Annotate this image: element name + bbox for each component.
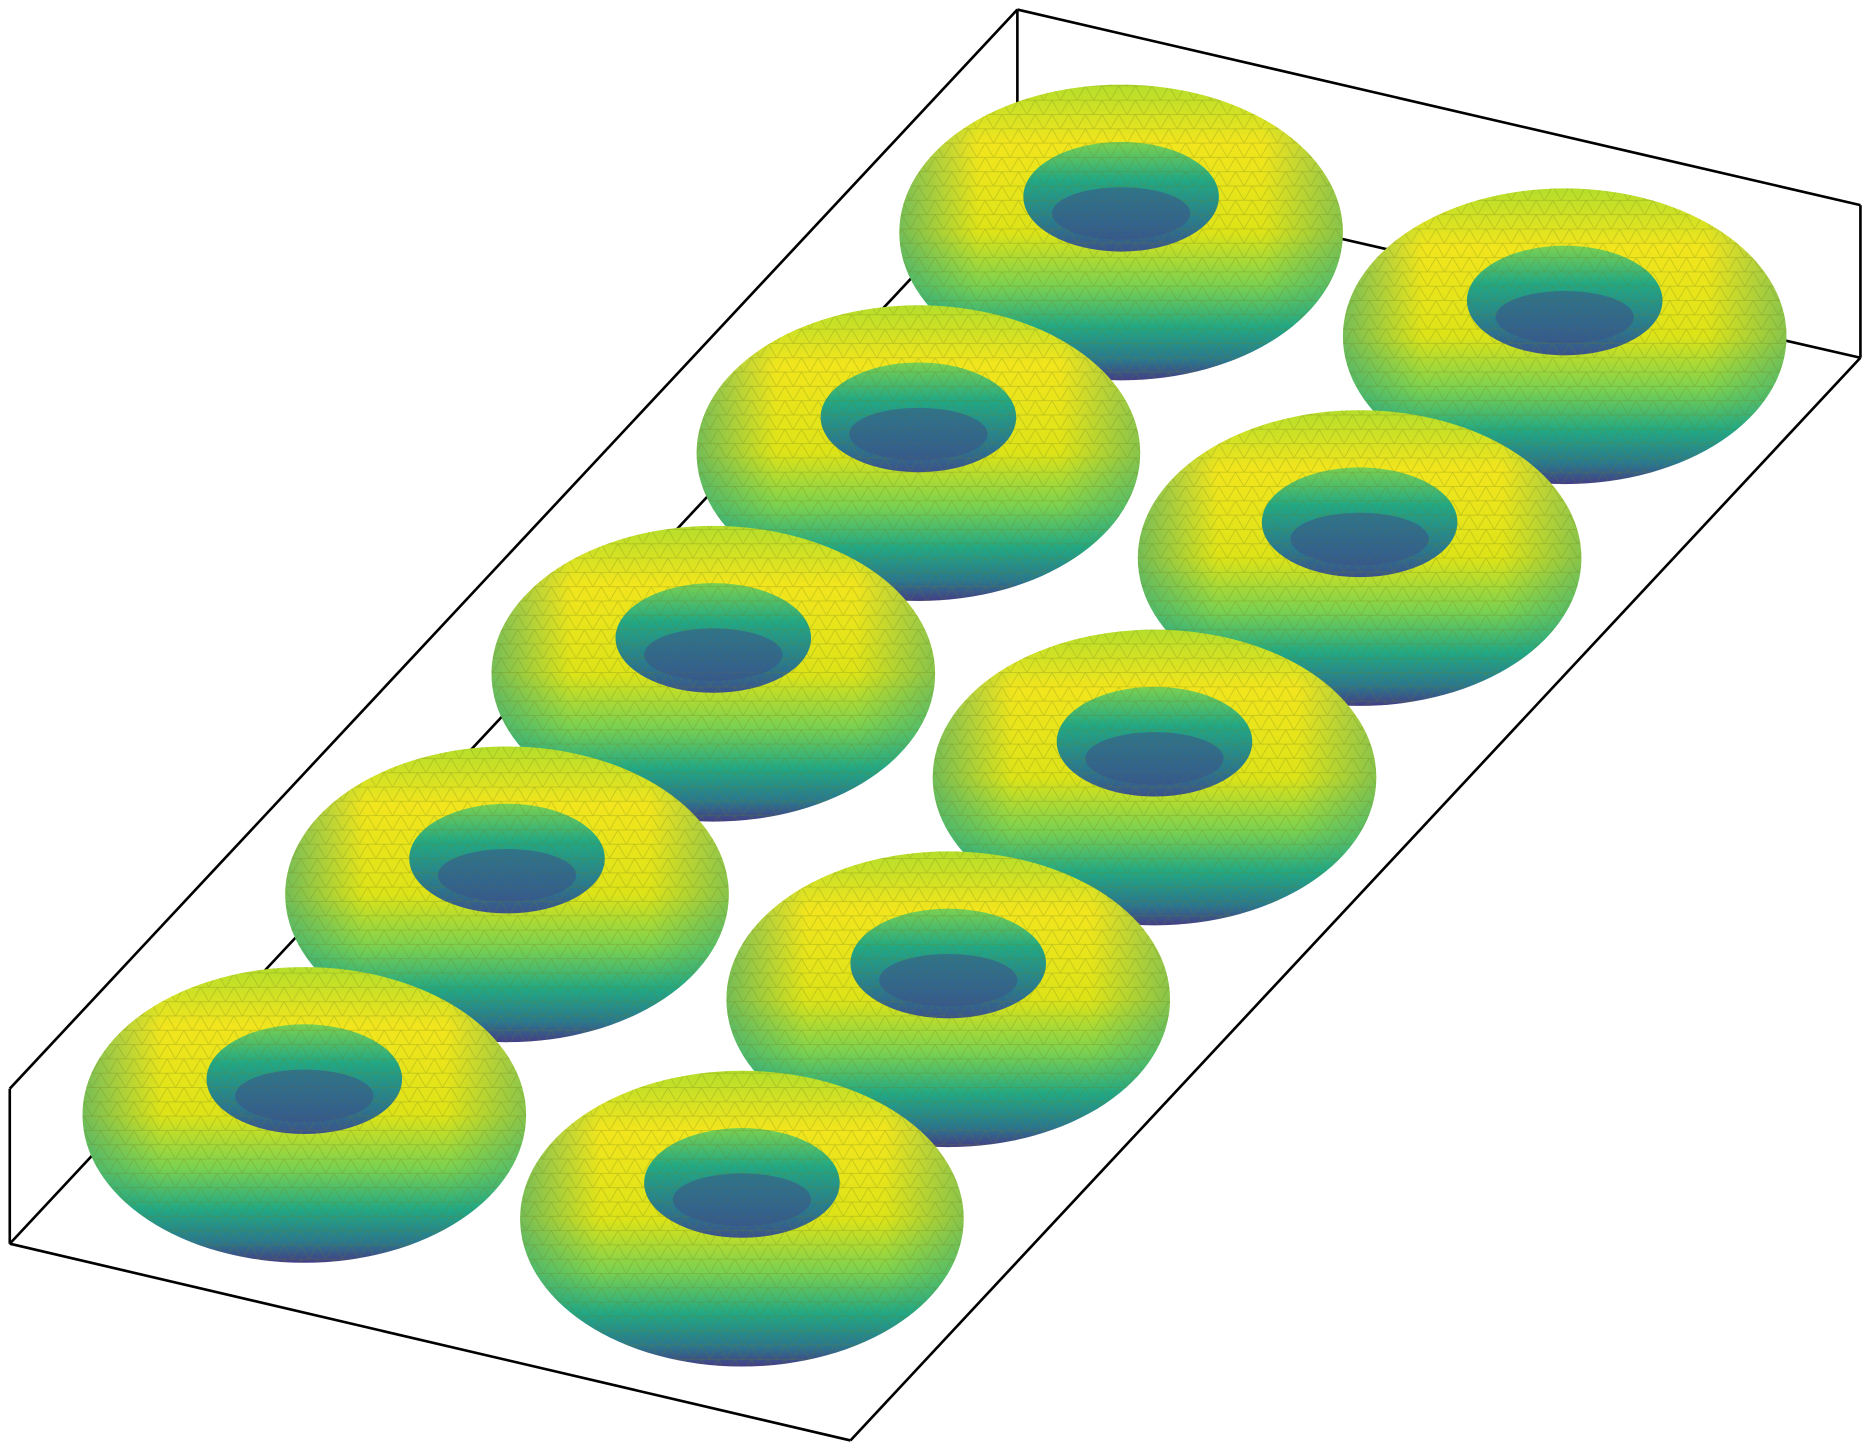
torus — [696, 305, 1141, 601]
torus-hole-floor — [849, 407, 988, 461]
torus-hole-floor — [1495, 290, 1634, 344]
torus — [932, 629, 1377, 926]
box-edge — [8, 8, 1019, 1090]
box-edge — [1017, 8, 1861, 207]
torus-hole-floor — [1290, 512, 1429, 566]
torus — [520, 1070, 964, 1367]
torus-hole-floor — [437, 849, 577, 902]
torus — [899, 84, 1343, 381]
torus-hole-floor — [235, 1069, 374, 1123]
torus — [285, 746, 729, 1043]
torus-hole-floor — [672, 1173, 812, 1226]
box-edge — [9, 1242, 851, 1442]
tori — [82, 84, 1787, 1367]
torus — [1137, 410, 1582, 706]
torus — [491, 525, 936, 822]
torus — [82, 967, 527, 1263]
torus-hole-floor — [1085, 732, 1224, 785]
torus — [1342, 188, 1787, 485]
torus-hole-floor — [644, 628, 783, 681]
torus-hole-floor — [879, 953, 1018, 1007]
torus — [726, 851, 1171, 1148]
box-edge — [849, 356, 1862, 1442]
bounding-box-front — [8, 356, 1862, 1442]
torus-hole-floor — [1051, 187, 1191, 240]
